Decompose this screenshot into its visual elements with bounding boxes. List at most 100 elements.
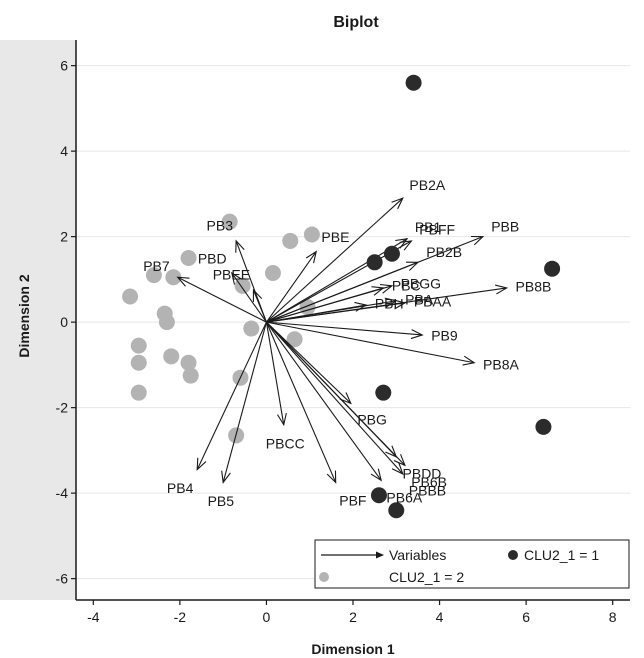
variable-arrowhead: [470, 235, 485, 246]
chart-title: Biplot: [333, 14, 379, 31]
variable-arrow: [266, 197, 404, 323]
variable-arrows: [176, 197, 509, 484]
variable-label: PBDD: [403, 465, 442, 481]
cluster-1-points: [366, 74, 561, 519]
variable-label: PBE: [321, 229, 349, 245]
variable-label: PBC: [392, 277, 421, 293]
x-axis-title: Dimension 1: [311, 641, 394, 657]
y-tick-label: 6: [60, 58, 68, 74]
cluster-1-point: [544, 260, 561, 277]
cluster-2-point: [145, 267, 162, 284]
y-tick-label: -4: [56, 485, 69, 501]
cluster-2-point: [221, 213, 238, 230]
legend-cluster1-label: CLU2_1 = 1: [524, 547, 599, 563]
variable-arrow: [266, 321, 475, 364]
x-tick-label: 4: [436, 609, 444, 625]
variable-arrowhead: [399, 240, 413, 251]
cluster-2-point: [163, 348, 180, 365]
variable-arrow: [177, 276, 267, 323]
cluster-2-point: [165, 269, 182, 286]
variable-arrowhead: [305, 250, 318, 264]
variable-arrow: [231, 272, 267, 323]
variable-arrow: [222, 321, 267, 483]
variable-arrow: [252, 289, 267, 323]
variable-arrow: [265, 251, 317, 323]
y-tick-label: 2: [60, 229, 68, 245]
cluster-1-point: [535, 418, 552, 435]
variable-label: PBEE: [213, 267, 250, 283]
cluster-1-point: [366, 254, 383, 271]
variable-label: PB4: [167, 480, 194, 496]
variable-arrowhead: [339, 392, 352, 405]
variable-label: PB1: [415, 219, 442, 235]
legend-cluster2-marker: [319, 572, 329, 582]
variable-label: PBFF: [419, 222, 455, 238]
x-tick-label: 6: [522, 609, 530, 625]
cluster-2-point: [158, 314, 175, 331]
y-tick-label: -2: [56, 400, 69, 416]
variable-arrowhead: [410, 329, 424, 340]
variable-label: PB2B: [426, 244, 462, 260]
x-tick-label: 8: [609, 609, 617, 625]
cluster-1-point: [375, 384, 392, 401]
variable-label: PBD: [198, 251, 227, 267]
variable-arrowhead: [230, 271, 243, 285]
variable-arrowhead: [196, 457, 207, 471]
variable-label: PB6B: [411, 474, 447, 490]
cluster-1-point: [370, 487, 387, 504]
cluster-2-point: [264, 264, 281, 281]
variable-arrowhead: [252, 288, 263, 302]
variable-arrow: [265, 321, 382, 481]
cluster-2-point: [286, 331, 303, 348]
grid: [76, 65, 630, 580]
legend-cluster1-marker: [508, 550, 518, 560]
x-tick-label: 2: [349, 609, 357, 625]
variable-arrow: [266, 321, 352, 404]
legend-variables-label: Variables: [389, 547, 446, 563]
variable-arrow: [266, 300, 397, 323]
variable-label: PBG: [357, 412, 387, 428]
cluster-2-point: [282, 232, 299, 249]
variable-arrow: [266, 321, 404, 475]
variable-arrowhead: [371, 286, 385, 296]
cluster-2-point: [180, 250, 197, 267]
variable-arrowhead: [370, 468, 382, 482]
variable-label: PB3: [207, 217, 234, 233]
variable-arrowhead: [406, 261, 420, 271]
variable-arrow: [266, 261, 419, 323]
x-axis-ticks: -4 -2 0 2 4 6 8: [87, 600, 617, 625]
variable-label: PB2A: [409, 177, 445, 193]
cluster-1-point: [388, 502, 405, 519]
cluster-1-point: [383, 245, 400, 262]
variable-arrow: [266, 302, 406, 323]
y-tick-label: 0: [60, 314, 68, 330]
variable-label: PB8A: [483, 356, 519, 372]
x-tick-label: -4: [87, 609, 100, 625]
variable-label: PBAA: [414, 294, 452, 310]
variable-arrow: [265, 322, 285, 425]
x-tick-label: -2: [174, 609, 187, 625]
cluster-2-point: [122, 288, 139, 305]
y-tick-label: 4: [60, 143, 68, 159]
variable-arrowhead: [393, 454, 406, 467]
variable-arrowhead: [235, 239, 245, 253]
variable-label: PBA: [405, 291, 434, 307]
legend: Variables CLU2_1 = 1 CLU2_1 = 2: [314, 539, 630, 589]
variable-label: PB9: [431, 328, 458, 344]
cluster-2-points: [122, 213, 320, 444]
variable-arrowhead: [462, 355, 476, 366]
cluster-2-point: [243, 320, 260, 337]
variable-arrowhead: [393, 299, 407, 310]
legend-arrow-icon: [376, 551, 384, 559]
y-axis-title: Dimension 2: [16, 274, 32, 357]
variable-arrowhead: [176, 276, 190, 287]
cluster-2-point: [130, 384, 147, 401]
variable-arrow: [265, 321, 337, 483]
variable-label: PB8B: [516, 279, 552, 295]
variable-label: PB7: [143, 258, 170, 274]
variable-label: PBH: [375, 296, 404, 312]
variable-arrowhead: [380, 283, 394, 294]
variable-arrowhead: [494, 284, 509, 295]
variable-arrow: [266, 321, 406, 466]
